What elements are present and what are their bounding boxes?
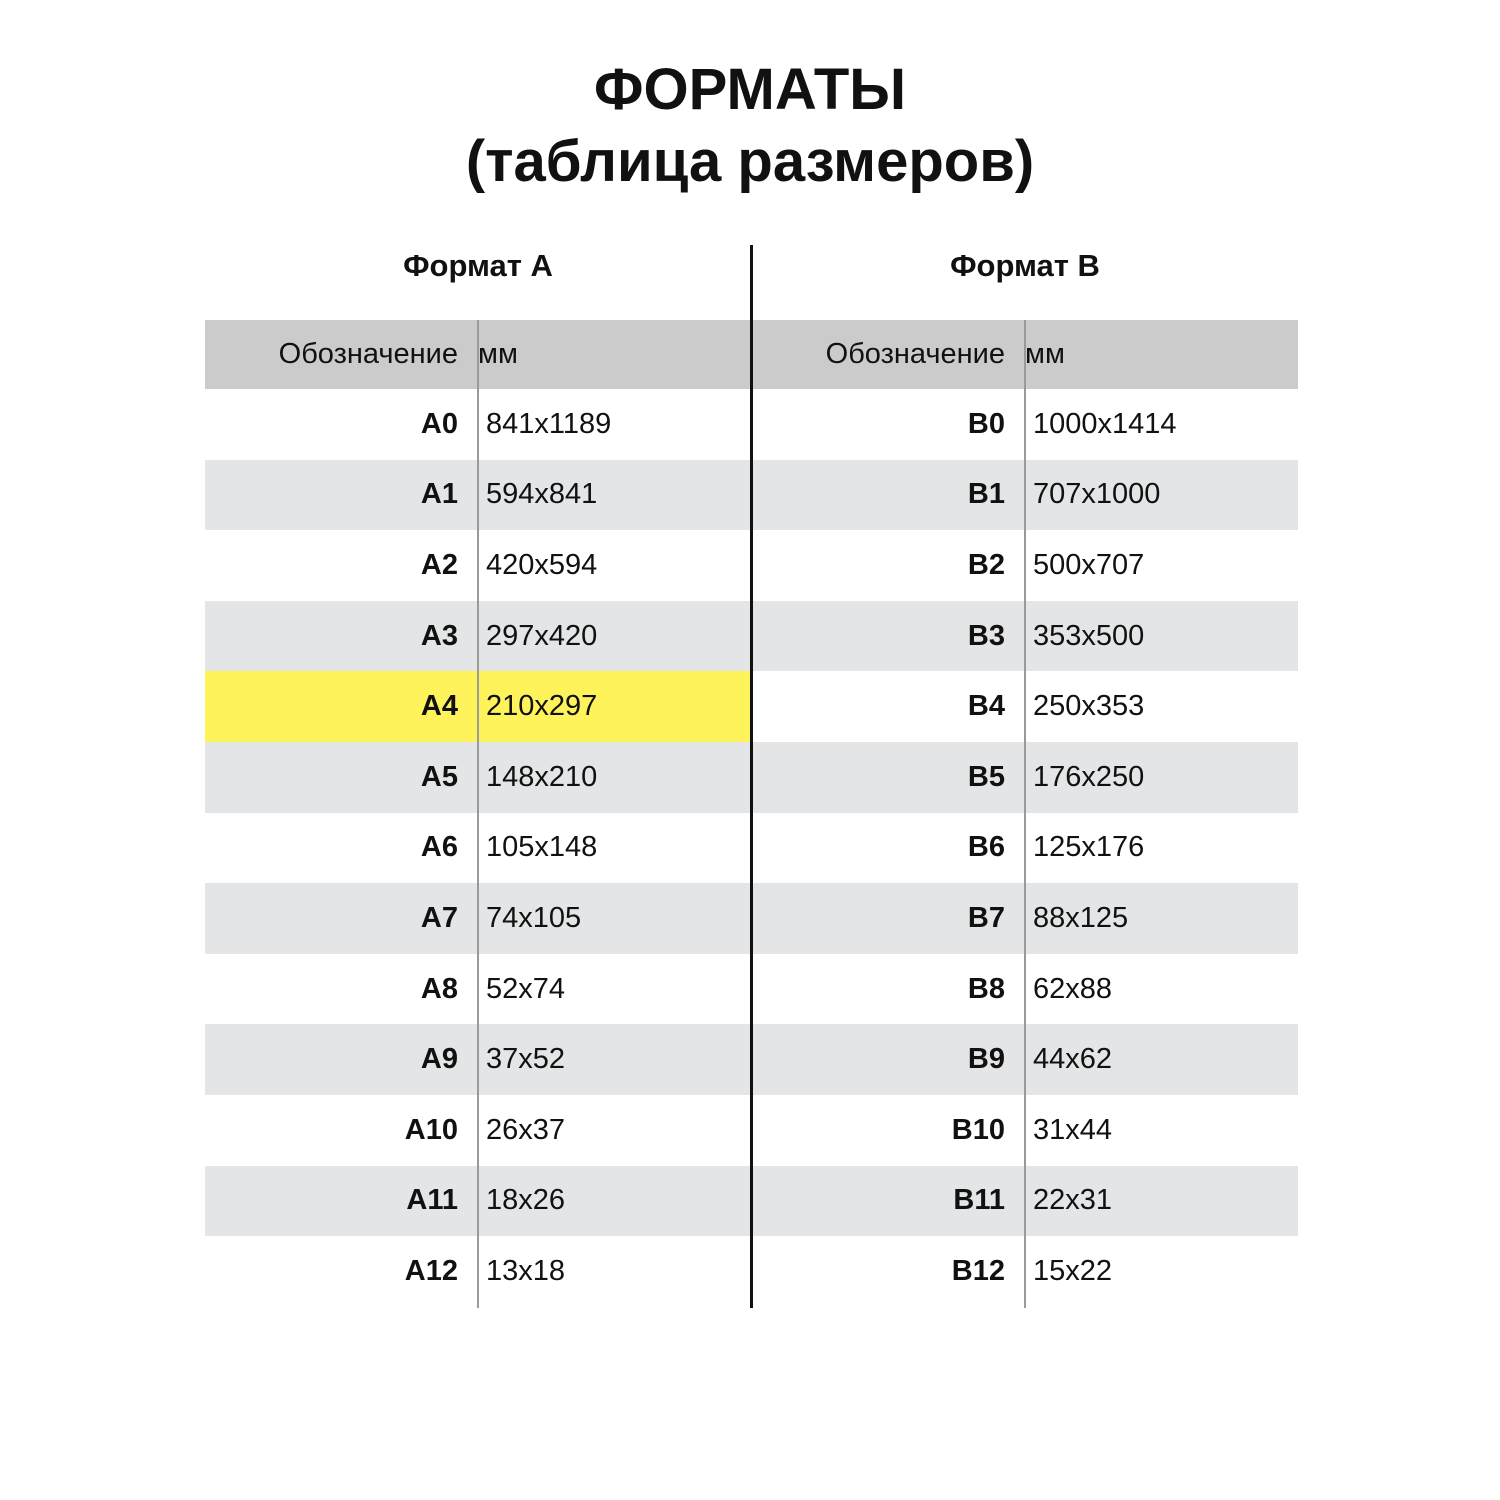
format-size-mm: 105x148	[486, 831, 598, 864]
table-row: A0 841x1189	[205, 389, 751, 460]
section-title: Формат В	[950, 248, 1100, 283]
format-designation: A9	[420, 1043, 458, 1076]
format-size-mm: 52x74	[486, 972, 566, 1005]
format-size-mm: 297x420	[486, 619, 598, 652]
format-designation: A4	[420, 690, 458, 723]
format-designation: A5	[420, 760, 458, 793]
format-designation: A2	[420, 548, 458, 581]
format-designation: B4	[967, 690, 1005, 723]
table-row: B8 62x88	[752, 954, 1298, 1025]
page-title: ФОРМАТЫ	[593, 57, 907, 122]
format-designation: A11	[406, 1184, 458, 1217]
format-designation: B8	[967, 972, 1005, 1005]
format-designation: A7	[420, 901, 458, 934]
format-size-mm: 594x841	[486, 478, 598, 511]
section-title: Формат А	[403, 248, 553, 283]
table-row: A6 105x148	[205, 813, 751, 884]
format-a-table: Обозначение мм A0 841x1189 A1 594x841 A2 420x59…	[205, 320, 751, 1307]
format-designation: B9	[967, 1043, 1005, 1076]
format-designation: B6	[967, 831, 1005, 864]
format-designation: A12	[404, 1254, 458, 1287]
format-designation: B10	[951, 1113, 1005, 1146]
format-size-mm: 210x297	[486, 690, 598, 723]
format-size-mm: 148x210	[486, 760, 598, 793]
format-size-mm: 44x62	[1033, 1043, 1113, 1076]
format-size-mm: 250x353	[1033, 690, 1145, 723]
table-row: A12 13x18	[205, 1236, 751, 1307]
format-size-mm: 22x31	[1033, 1184, 1113, 1217]
table-row: A2 420x594	[205, 530, 751, 601]
format-size-mm: 125x176	[1033, 831, 1145, 864]
column-header-mm: мм	[478, 338, 518, 370]
table-row: A7 74x105	[205, 883, 751, 954]
format-size-mm: 1000x1414	[1033, 407, 1177, 440]
format-size-mm: 841x1189	[486, 407, 612, 440]
format-size-mm: 74x105	[486, 901, 582, 934]
format-designation: B11	[953, 1184, 1005, 1217]
table-row: B2 500x707	[752, 530, 1298, 601]
format-designation: B12	[951, 1254, 1005, 1287]
column-header-designation: Обозначение	[278, 338, 458, 370]
format-designation: A1	[420, 478, 458, 511]
format-designation: B7	[967, 901, 1005, 934]
format-size-mm: 176x250	[1033, 760, 1145, 793]
column-divider	[477, 320, 479, 1308]
format-size-mm: 420x594	[486, 548, 598, 581]
format-size-mm: 500x707	[1033, 548, 1145, 581]
table-row: A10 26x37	[205, 1095, 751, 1166]
table-row: A8 52x74	[205, 954, 751, 1025]
format-designation: B1	[967, 478, 1005, 511]
format-designation: A8	[420, 972, 458, 1005]
format-size-mm: 15x22	[1033, 1254, 1113, 1287]
format-designation: B5	[967, 760, 1005, 793]
table-row: B0 1000x1414	[752, 389, 1298, 460]
format-size-mm: 353x500	[1033, 619, 1145, 652]
page-subtitle: (таблица размеров)	[465, 129, 1035, 194]
table-row: B10 31x44	[752, 1095, 1298, 1166]
column-header-mm: мм	[1025, 338, 1065, 370]
format-designation: B2	[967, 548, 1005, 581]
format-designation: B3	[967, 619, 1005, 652]
table-row: B12 15x22	[752, 1236, 1298, 1307]
format-designation: B0	[967, 407, 1005, 440]
format-designation: A3	[420, 619, 458, 652]
table-row: B6 125x176	[752, 813, 1298, 884]
format-designation: A0	[420, 407, 458, 440]
format-size-mm: 62x88	[1033, 972, 1113, 1005]
format-size-mm: 26x37	[486, 1113, 566, 1146]
format-size-mm: 31x44	[1033, 1113, 1113, 1146]
format-size-mm: 18x26	[486, 1184, 566, 1217]
format-designation: A10	[404, 1113, 458, 1146]
format-size-mm: 37x52	[486, 1043, 566, 1076]
format-size-mm: 88x125	[1033, 901, 1129, 934]
column-header-designation: Обозначение	[825, 338, 1005, 370]
format-size-mm: 707x1000	[1033, 478, 1161, 511]
format-size-mm: 13x18	[486, 1254, 566, 1287]
table-row: B4 250x353	[752, 671, 1298, 742]
center-divider	[750, 245, 753, 1308]
column-divider	[1024, 320, 1026, 1308]
format-designation: A6	[420, 831, 458, 864]
